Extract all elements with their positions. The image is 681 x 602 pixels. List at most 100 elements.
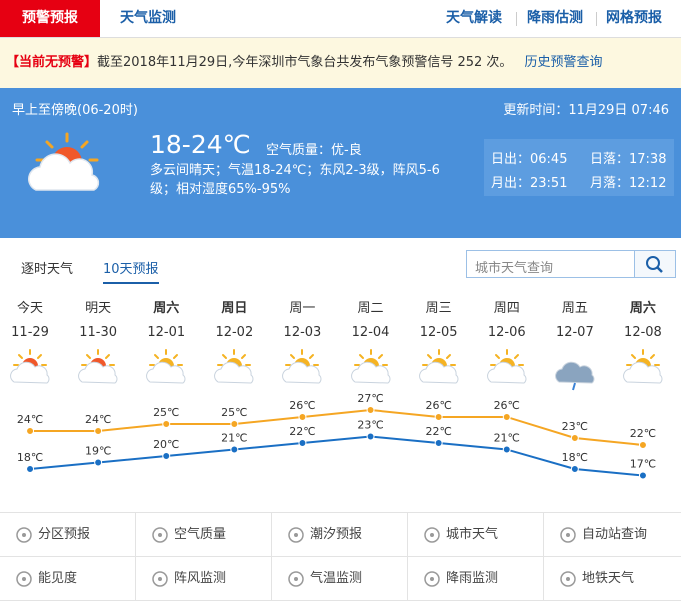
day-name: 今天 (17, 301, 44, 316)
date: 12-06 (487, 325, 526, 340)
weather-icon (214, 349, 254, 384)
menu-item[interactable]: 自动站查询 (544, 513, 681, 557)
day-name: 周三 (425, 301, 452, 316)
tab[interactable]: 预警预报 (0, 0, 100, 37)
menu-label: 潮汐预报 (310, 527, 363, 542)
temp-point (230, 420, 239, 428)
day-name: 周六 (629, 301, 656, 316)
day-name: 周二 (357, 301, 384, 316)
date: 11-30 (79, 325, 118, 340)
top-link[interactable]: 天气解读 (446, 10, 502, 26)
menu-item[interactable]: 降雨监测 (408, 557, 544, 601)
temp-point (94, 458, 103, 467)
menu-icon (16, 527, 32, 543)
menu-icon (288, 527, 304, 543)
weather-icon (623, 349, 663, 384)
menu-item[interactable]: 分区预报 (0, 513, 136, 557)
menu-icon (424, 527, 440, 543)
menu-item[interactable]: 气温监测 (272, 557, 408, 601)
forecast-columns: 今天 11-29 明天 11-30 周六 12-01 周日 12-02 周一 12-03 周二 12-… (0, 290, 681, 510)
description: 多云间晴天；气温18-24℃；东风2-3级，阵风5-6级；相对湿度65%-95% (150, 163, 440, 197)
search-box[interactable]: 城市天气查询 (466, 250, 676, 278)
temp-label: 24℃ (17, 413, 43, 426)
weather-icon (554, 361, 595, 391)
temp-line (29, 435, 644, 477)
temp-label: 23℃ (562, 420, 588, 433)
temp-label: 21℃ (221, 432, 247, 445)
date: 12-04 (351, 325, 390, 340)
tab[interactable]: 逐时天气 (21, 262, 74, 277)
weather-icon (486, 349, 527, 384)
menu-label: 降雨监测 (446, 571, 499, 586)
menu-label: 阵风监测 (174, 571, 227, 586)
menu-icon (16, 571, 32, 587)
menu-label: 分区预报 (38, 527, 91, 542)
date: 12-08 (624, 325, 662, 340)
day-name: 周五 (561, 301, 588, 316)
menu-label: 地铁天气 (582, 571, 635, 586)
alert-bar: 【当前无预警】截至2018年11月29日,今年深圳市气象台共发布气象预警信号 2… (0, 38, 681, 88)
temp-label: 26℃ (425, 399, 451, 412)
temp-point (434, 413, 443, 421)
day-name: 明天 (85, 301, 112, 316)
temp-label: 22℃ (289, 425, 315, 438)
forecast-tabs: 逐时天气 10天预报 (0, 238, 681, 290)
temp-point (570, 465, 579, 473)
menu-label: 城市天气 (446, 527, 499, 542)
temp-point (638, 471, 647, 480)
day-name: 周六 (153, 301, 180, 316)
temp-point (502, 445, 511, 454)
search-icon (646, 256, 663, 273)
temp-label: 17℃ (630, 458, 656, 471)
alert-text: 截至2018年11月29日,今年深圳市气象台共发布气象预警信号 252 次。 (97, 55, 513, 70)
temp-point (230, 445, 239, 454)
weather-icon (28, 132, 100, 191)
moonset: 月落：12:12 (590, 176, 667, 191)
tab[interactable]: 10天预报 (103, 258, 159, 284)
temp-point (94, 427, 103, 435)
date: 11-29 (11, 325, 49, 340)
temp-point (502, 413, 511, 421)
temp-line (30, 408, 644, 446)
weather-icon (146, 349, 186, 384)
weather-icon (418, 349, 459, 384)
menu-item[interactable]: 城市天气 (408, 513, 544, 557)
today-panel: 早上至傍晚(06-20时) 更新时间：11月29日 07:46 18-24℃ 空… (0, 88, 681, 238)
menu-item[interactable]: 潮汐预报 (272, 513, 408, 557)
temp-label: 22℃ (630, 427, 656, 440)
temp-point (366, 406, 375, 414)
top-link[interactable]: 降雨估测 (527, 10, 583, 26)
menu-item[interactable]: 空气质量 (136, 513, 272, 557)
sunrise: 日出：06:45 (491, 152, 568, 167)
menu-label: 气温监测 (310, 571, 363, 586)
update-time: 更新时间：11月29日 07:46 (503, 103, 669, 118)
date: 12-01 (147, 325, 186, 340)
menu-item[interactable]: 地铁天气 (544, 557, 681, 601)
temp-point (638, 441, 647, 449)
temp-label: 26℃ (494, 399, 520, 412)
temp-label: 26℃ (289, 399, 315, 412)
alert-link[interactable]: 历史预警查询 (524, 55, 603, 70)
period: 早上至傍晚(06-20时) (12, 103, 138, 118)
top-bar: 预警预报 天气监测 天气解读 降雨估测 网格预报 (0, 0, 681, 38)
separator (596, 12, 597, 26)
top-link[interactable]: 网格预报 (606, 10, 662, 26)
weather-icon (350, 349, 390, 384)
temp-label: 25℃ (153, 406, 179, 419)
weather-icon (10, 349, 50, 384)
search-button[interactable] (634, 251, 675, 277)
tab[interactable]: 天气监测 (120, 10, 176, 26)
day-name: 周一 (289, 301, 316, 316)
menu-icon (288, 571, 304, 587)
date: 12-03 (283, 325, 322, 340)
menu-item[interactable]: 阵风监测 (136, 557, 272, 601)
alert-status: 【当前无预警】 (6, 55, 98, 70)
menu-item[interactable]: 能见度 (0, 557, 136, 601)
temp-label: 18℃ (17, 451, 43, 464)
temp-label: 22℃ (425, 425, 451, 438)
menu-label: 能见度 (38, 571, 78, 586)
temp-label: 18℃ (562, 451, 588, 464)
temp-point (298, 439, 307, 447)
temp-label: 23℃ (357, 419, 383, 432)
